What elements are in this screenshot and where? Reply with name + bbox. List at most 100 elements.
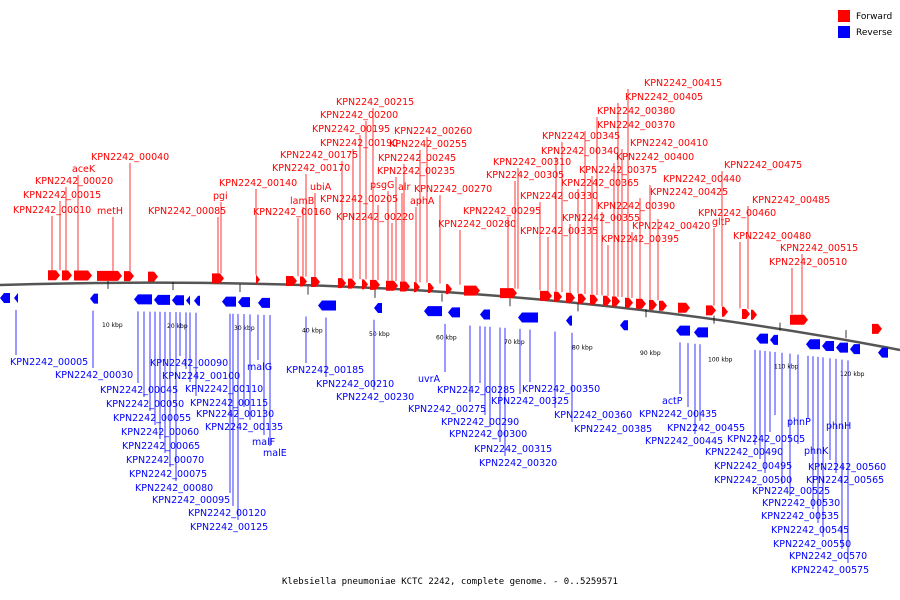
reverse-gene-arrow (222, 296, 236, 307)
forward-gene-arrow (62, 270, 72, 281)
forward-gene-arrow (286, 275, 297, 286)
axis-tick-label: 60 kbp (436, 335, 457, 342)
forward-gene-label: KPN2242_00245 (378, 153, 456, 164)
forward-gene-arrow (311, 276, 320, 287)
forward-gene-label: KPN2242_00010 (13, 205, 91, 216)
reverse-gene-arrow (14, 293, 18, 304)
reverse-gene-arrow (172, 295, 184, 306)
reverse-gene-arrow (878, 347, 888, 358)
reverse-gene-label: KPN2242_00565 (806, 475, 884, 486)
reverse-gene-arrow (822, 340, 834, 351)
reverse-gene-label: malE (263, 448, 287, 459)
reverse-gene-label: KPN2242_00360 (554, 410, 632, 421)
reverse-gene-label: KPN2242_00495 (714, 461, 792, 472)
reverse-gene-label: KPN2242_00130 (196, 409, 274, 420)
legend-forward-label: Forward (856, 12, 892, 22)
axis-tick-label: 70 kbp (504, 339, 525, 346)
reverse-gene-label: KPN2242_00275 (408, 404, 486, 415)
legend-forward-swatch (838, 10, 850, 22)
forward-gene-labels: KPN2242_00010 KPN2242_00015 KPN2242_00020a… (13, 78, 858, 316)
reverse-gene-label: KPN2242_00080 (135, 483, 213, 494)
reverse-gene-arrow (676, 325, 690, 336)
forward-gene-arrow (464, 285, 480, 296)
forward-gene-label: KPN2242_00305 (486, 170, 564, 181)
forward-gene-label: KPN2242_00390 (597, 201, 675, 212)
reverse-gene-label: KPN2242_00095 (152, 495, 230, 506)
reverse-gene-label: phnH (826, 421, 851, 432)
forward-gene-label: KPN2242_00420 (632, 221, 710, 232)
forward-gene-arrow (790, 314, 808, 325)
forward-gene-arrows (48, 270, 882, 334)
forward-gene-arrow (386, 280, 398, 291)
forward-gene-arrow (362, 279, 368, 290)
forward-gene-label: KPN2242_00425 (650, 187, 728, 198)
forward-gene-label: KPN2242_00405 (625, 92, 703, 103)
forward-gene-label: KPN2242_00020 (35, 176, 113, 187)
forward-gene-label: pgi (213, 191, 228, 202)
reverse-gene-arrow (154, 294, 170, 305)
reverse-gene-arrow (186, 295, 190, 306)
reverse-gene-arrow (134, 294, 152, 305)
axis-tick-label: 90 kbp (640, 350, 661, 357)
reverse-gene-label: KPN2242_00325 (491, 396, 569, 407)
forward-gene-arrow (706, 305, 716, 316)
axis-tick-label: 30 kbp (234, 325, 255, 332)
forward-gene-label: KPN2242_00085 (148, 206, 226, 217)
forward-gene-arrow (636, 298, 646, 309)
reverse-gene-label: actP (662, 396, 683, 407)
forward-gene-label: KPN2242_00015 (23, 190, 101, 201)
forward-gene-label: KPN2242_00205 (320, 194, 398, 205)
reverse-gene-arrow (424, 306, 442, 317)
forward-gene-label: KPN2242_00200 (320, 110, 398, 121)
reverse-gene-arrows (0, 293, 888, 358)
reverse-gene-arrow (0, 293, 10, 304)
forward-gene-label: aceK (72, 164, 96, 175)
forward-gene-label: KPN2242_00370 (597, 120, 675, 131)
forward-gene-label: KPN2242_00380 (597, 106, 675, 117)
forward-gene-label: ubiA (310, 182, 332, 193)
forward-gene-label: KPN2242_00330 (520, 191, 598, 202)
forward-gene-arrow (148, 271, 158, 282)
forward-gene-arrow (566, 292, 575, 303)
reverse-gene-arrow (480, 309, 490, 320)
reverse-gene-label: phnP (787, 417, 811, 428)
reverse-gene-label: malG (247, 362, 272, 373)
reverse-gene-label: KPN2242_00455 (667, 423, 745, 434)
reverse-gene-label: KPN2242_00030 (55, 370, 133, 381)
reverse-gene-label: KPN2242_00545 (771, 525, 849, 536)
legend-reverse-label: Reverse (856, 28, 893, 38)
forward-gene-label: KPN2242_00460 (698, 208, 776, 219)
forward-gene-label: KPN2242_00280 (438, 219, 516, 230)
forward-gene-label: KPN2242_00340 (541, 146, 619, 157)
reverse-gene-label: KPN2242_00525 (752, 486, 830, 497)
forward-gene-arrow (256, 274, 260, 285)
forward-gene-label: KPN2242_00345 (542, 131, 620, 142)
forward-gene-label: KPN2242_00400 (616, 152, 694, 163)
reverse-gene-label: KPN2242_00045 (100, 385, 178, 396)
reverse-gene-label: KPN2242_00135 (205, 422, 283, 433)
forward-gene-label: KPN2242_00365 (561, 178, 639, 189)
axis-tick-label: 110 kbp (774, 364, 799, 371)
forward-gene-arrow (659, 300, 667, 311)
reverse-gene-label: KPN2242_00570 (789, 551, 867, 562)
reverse-gene-label: KPN2242_00115 (190, 398, 268, 409)
forward-gene-arrow (625, 297, 633, 308)
reverse-gene-arrow (194, 295, 200, 306)
forward-gene-arrow (612, 296, 620, 307)
forward-gene-label: KPN2242_00140 (219, 178, 297, 189)
reverse-gene-label: KPN2242_00090 (150, 358, 228, 369)
forward-gene-arrow (500, 288, 517, 299)
reverse-gene-label: KPN2242_00005 (10, 357, 88, 368)
forward-gene-label: metH (97, 206, 123, 217)
reverse-gene-label: KPN2242_00575 (791, 565, 869, 576)
forward-gene-arrow (212, 273, 224, 284)
forward-gene-arrow (446, 284, 452, 295)
reverse-gene-arrow (770, 334, 778, 345)
genome-caption: Klebsiella pneumoniae KCTC 2242, complet… (282, 577, 618, 587)
forward-gene-arrow (751, 309, 757, 320)
axis-tick-label: 40 kbp (302, 328, 323, 335)
forward-gene-label: KPN2242_00255 (389, 139, 467, 150)
forward-gene-arrow (649, 299, 657, 310)
reverse-gene-label: KPN2242_00290 (441, 417, 519, 428)
